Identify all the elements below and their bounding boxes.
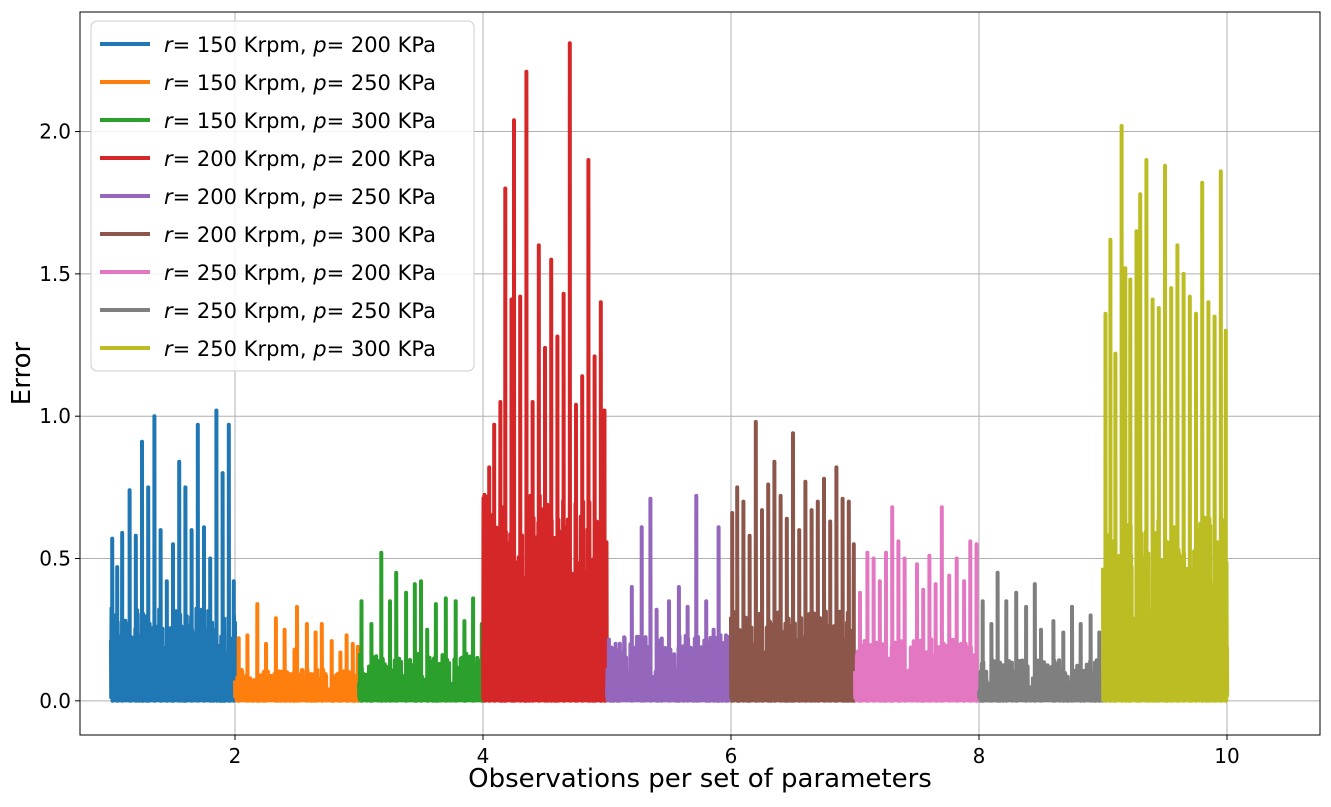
series-base-6 — [731, 683, 855, 703]
legend-text-part: r — [164, 299, 174, 323]
y-tick-label: 1.5 — [39, 262, 71, 286]
legend-text-part: p — [312, 109, 326, 133]
legend-entry: r= 250 Krpm, p= 200 KPa — [164, 261, 436, 285]
legend-text-part: = 300 KPa — [327, 337, 436, 361]
legend-text-part: p — [312, 261, 326, 285]
x-tick-label: 4 — [477, 744, 490, 768]
legend-text-part: r — [164, 109, 174, 133]
legend-text-part: r — [164, 337, 174, 361]
legend-text-part: = 250 Krpm, — [173, 299, 314, 323]
y-tick-label: 0.5 — [39, 547, 71, 571]
series-line-4 — [481, 41, 610, 703]
legend-text-part: r — [164, 71, 174, 95]
series-base-1 — [111, 683, 235, 703]
legend-text-part: p — [312, 71, 326, 95]
series-base-7 — [855, 685, 979, 703]
y-tick-label: 1.0 — [39, 404, 71, 428]
legend-text-part: r — [164, 261, 174, 285]
legend-entry: r= 200 Krpm, p= 300 KPa — [164, 223, 436, 247]
legend-text-part: r — [164, 147, 174, 171]
plot-frame — [79, 11, 1321, 736]
legend-text-part: = 250 Krpm, — [173, 337, 314, 361]
x-tick-label: 6 — [725, 744, 738, 768]
legend-entry: r= 250 Krpm, p= 250 KPa — [164, 299, 436, 323]
legend-entry: r= 200 Krpm, p= 250 KPa — [164, 185, 436, 209]
legend-text-part: p — [312, 33, 326, 57]
legend-entry: r= 150 Krpm, p= 300 KPa — [164, 109, 436, 133]
series-line-3 — [357, 550, 486, 703]
axis-ticks: 2 4 6 8 10 0.0 0.5 1.0 1.5 2.0 — [39, 120, 1240, 768]
legend-text-part: = 250 KPa — [327, 299, 436, 323]
legend-entry: r= 150 Krpm, p= 200 KPa — [164, 33, 436, 57]
legend-entry: r= 150 Krpm, p= 250 KPa — [164, 71, 436, 95]
series-base-4 — [483, 676, 607, 703]
x-axis-label: Observations per set of parameters — [468, 764, 932, 794]
series-area — [109, 41, 1230, 703]
legend-text-part: r — [164, 185, 174, 209]
x-tick-label: 2 — [229, 744, 242, 768]
legend-entry: r= 200 Krpm, p= 200 KPa — [164, 147, 436, 171]
legend-text-part: r — [164, 33, 174, 57]
x-tick-label: 10 — [1214, 744, 1239, 768]
series-line-8 — [977, 570, 1106, 703]
legend-text-part: = 200 Krpm, — [173, 147, 314, 171]
y-tick-label: 2.0 — [39, 120, 71, 144]
series-line-5 — [605, 493, 734, 703]
legend-text-part: = 200 KPa — [327, 147, 436, 171]
legend-text-part: = 300 KPa — [327, 109, 436, 133]
legend-text-part: = 200 KPa — [327, 261, 436, 285]
series-line-7 — [853, 505, 982, 703]
series-base-5 — [607, 685, 731, 703]
y-axis-label: Error — [7, 342, 37, 406]
legend-entry: r= 250 Krpm, p= 300 KPa — [164, 337, 436, 361]
legend-box — [90, 20, 475, 372]
y-tick-label: 0.0 — [39, 689, 71, 713]
legend-text-part: p — [312, 147, 326, 171]
series-line-1 — [109, 408, 238, 703]
series-base-3 — [359, 686, 483, 703]
legend-text-part: p — [312, 299, 326, 323]
series-base-8 — [979, 686, 1103, 703]
series-base-2 — [235, 687, 359, 703]
series-line-2 — [233, 602, 362, 703]
legend-text-part: p — [312, 185, 326, 209]
legend-text-part: = 150 Krpm, — [173, 71, 314, 95]
legend-text-part: = 250 KPa — [327, 185, 436, 209]
legend-text-part: r — [164, 223, 174, 247]
legend-text-part: = 200 Krpm, — [173, 185, 314, 209]
x-tick-label: 8 — [973, 744, 986, 768]
legend-text-part: = 150 Krpm, — [173, 33, 314, 57]
legend-text-part: = 250 KPa — [327, 71, 436, 95]
legend-text-part: = 150 Krpm, — [173, 109, 314, 133]
legend-text-part: = 200 Krpm, — [173, 223, 314, 247]
legend-text-part: = 200 KPa — [327, 33, 436, 57]
legend-text-part: p — [312, 337, 326, 361]
legend-text-part: = 300 KPa — [327, 223, 436, 247]
series-base-9 — [1103, 677, 1227, 703]
series-line-6 — [729, 419, 858, 703]
legend-text-part: p — [312, 223, 326, 247]
series-line-9 — [1101, 123, 1230, 703]
legend-text-part: = 250 Krpm, — [173, 261, 314, 285]
